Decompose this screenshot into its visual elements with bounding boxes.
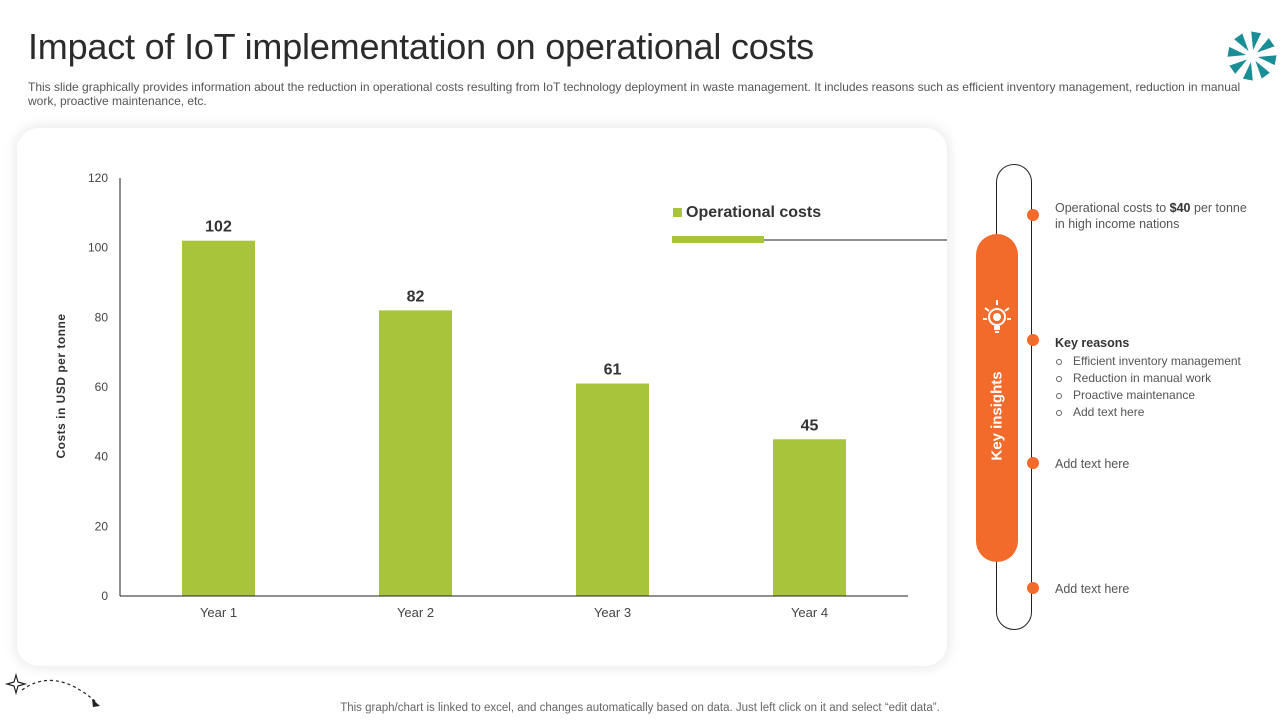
- decorative-arc-icon: [4, 672, 100, 707]
- insight-text-before: Operational costs to: [1055, 201, 1170, 215]
- legend-label: Operational costs: [686, 204, 821, 221]
- y-tick-label: 0: [101, 589, 108, 603]
- logo-petal: [1257, 55, 1277, 66]
- logo-petal: [1242, 61, 1253, 81]
- reasons-title: Key reasons: [1055, 336, 1130, 350]
- list-item: Reduction in manual work: [1055, 370, 1275, 387]
- reasons-list: Efficient inventory management Reduction…: [1055, 353, 1275, 421]
- y-tick-label: 120: [88, 171, 108, 185]
- y-tick-label: 60: [95, 380, 109, 394]
- bar[interactable]: [182, 240, 255, 596]
- x-category-label: Year 3: [594, 605, 631, 620]
- x-category-label: Year 4: [791, 605, 828, 620]
- list-item: Efficient inventory management: [1055, 353, 1275, 370]
- y-tick-label: 20: [95, 519, 109, 533]
- lightbulb-gear-icon: [983, 300, 1011, 333]
- y-tick-label: 80: [95, 310, 109, 324]
- logo-petal: [1227, 46, 1247, 57]
- logo-petal: [1255, 60, 1270, 79]
- list-item: Add text here: [1055, 404, 1275, 421]
- footer-note: This graph/chart is linked to excel, and…: [340, 702, 940, 714]
- timeline-dot: [1027, 209, 1039, 221]
- logo-petal: [1251, 31, 1262, 51]
- x-category-label: Year 1: [200, 605, 237, 620]
- insight-item-3: Add text here: [1055, 457, 1130, 471]
- timeline-dot: [1027, 457, 1039, 469]
- bar[interactable]: [773, 439, 846, 596]
- bar[interactable]: [379, 310, 452, 596]
- legend-underline: [672, 236, 764, 243]
- y-tick-label: 100: [88, 241, 108, 255]
- insight-highlight: $40: [1169, 201, 1191, 215]
- pinwheel-logo-icon: [1227, 31, 1277, 81]
- key-insights-label: Key insights: [988, 371, 1006, 461]
- x-category-label: Year 2: [397, 605, 434, 620]
- bar-value-label: 102: [205, 219, 232, 236]
- y-tick-label: 40: [95, 450, 109, 464]
- key-insights-pill: [976, 234, 1018, 562]
- y-axis-label: Costs in USD per tonne: [54, 313, 68, 458]
- chart-card: Costs in USD per tonne 0 20 40 60 80 100 120 1…: [17, 128, 947, 666]
- timeline-dot: [1027, 334, 1039, 346]
- logo-petal: [1234, 33, 1249, 52]
- page-subtitle: This slide graphically provides informat…: [28, 80, 1241, 108]
- bar-chart[interactable]: Costs in USD per tonne 0 20 40 60 80 100 120 1…: [17, 128, 947, 666]
- page-title: Impact of IoT implementation on operatio…: [28, 26, 814, 67]
- insight-text-after: per tonne in high income nations: [1055, 201, 1247, 231]
- insight-item-4: Add text here: [1055, 582, 1130, 596]
- logo-petal: [1256, 38, 1275, 53]
- list-item: Proactive maintenance: [1055, 387, 1275, 404]
- timeline-dot: [1027, 582, 1039, 594]
- insight-item-costs: Operational costs to $40 per tonne in hi…: [1055, 200, 1255, 232]
- bar-value-label: 61: [604, 362, 622, 379]
- bar[interactable]: [576, 383, 649, 596]
- legend-swatch: [673, 208, 682, 217]
- logo-petal: [1229, 59, 1248, 74]
- bar-value-label: 45: [801, 417, 819, 434]
- insight-item-reasons: Key reasons Efficient inventory manageme…: [1055, 335, 1275, 421]
- bar-value-label: 82: [407, 288, 425, 305]
